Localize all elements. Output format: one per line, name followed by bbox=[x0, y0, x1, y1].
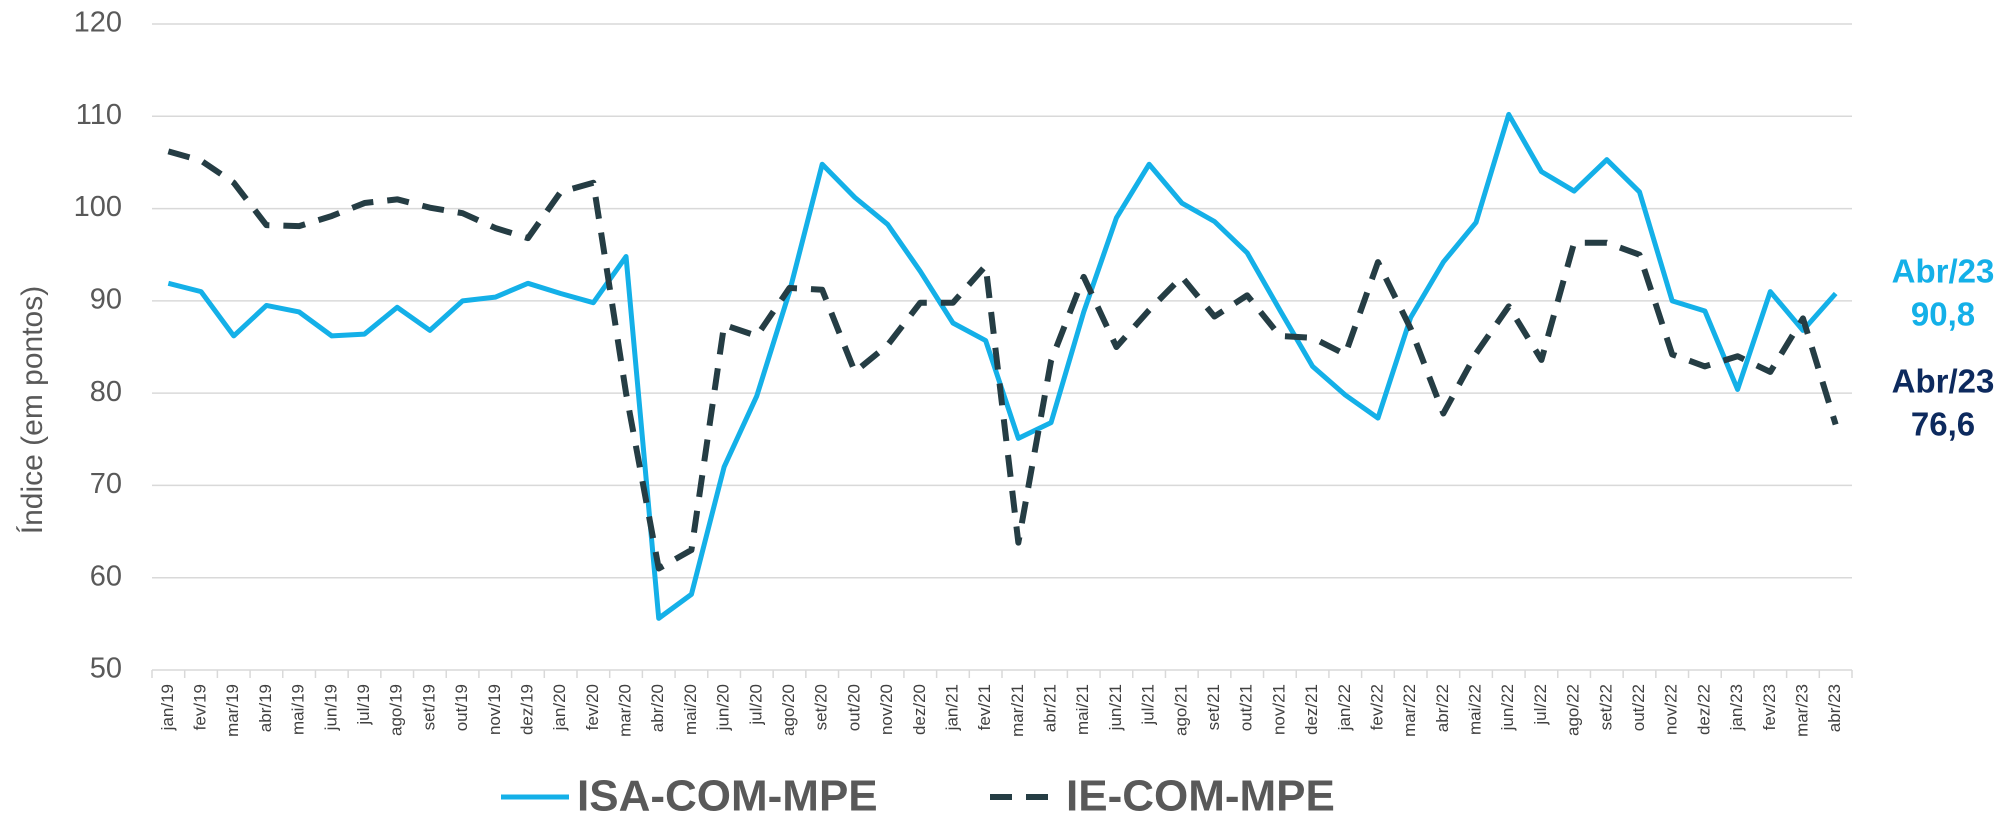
x-tick-label: mai/21 bbox=[1073, 684, 1092, 735]
x-tick-label: ago/20 bbox=[779, 684, 798, 736]
x-tick-label: jul/20 bbox=[746, 684, 765, 726]
x-tick-label: jun/22 bbox=[1498, 684, 1517, 731]
x-tick-label: jan/23 bbox=[1727, 684, 1746, 731]
legend-label: ISA-COM-MPE bbox=[577, 772, 878, 817]
legend-label: IE-COM-MPE bbox=[1066, 772, 1335, 817]
x-tick-label: jan/22 bbox=[1335, 684, 1354, 731]
x-tick-label: fev/21 bbox=[975, 684, 994, 730]
x-tick-label: nov/20 bbox=[877, 684, 896, 735]
x-tick-label: mar/20 bbox=[616, 684, 635, 737]
series-line bbox=[167, 111, 1838, 621]
x-tick-label: ago/19 bbox=[387, 684, 406, 736]
x-tick-label: ago/22 bbox=[1564, 684, 1583, 736]
x-tick-label: abr/19 bbox=[256, 684, 275, 732]
x-tick-label: out/21 bbox=[1237, 684, 1256, 731]
x-tick-label: mar/21 bbox=[1008, 684, 1027, 737]
x-tick-label: mai/19 bbox=[289, 684, 308, 735]
x-tick-label: dez/21 bbox=[1302, 684, 1321, 735]
x-tick-label: mai/20 bbox=[681, 684, 700, 735]
x-tick-label: fev/23 bbox=[1760, 684, 1779, 730]
x-tick-label: mar/23 bbox=[1792, 684, 1811, 737]
end-label-period: Abr/23 bbox=[1892, 363, 1995, 400]
x-tick-label: dez/19 bbox=[517, 684, 536, 735]
x-tick-label: fev/22 bbox=[1367, 684, 1386, 730]
x-tick-label: mar/19 bbox=[223, 684, 242, 737]
x-tick-label: jun/19 bbox=[321, 684, 340, 731]
x-tick-label: out/20 bbox=[844, 684, 863, 731]
y-tick-label: 50 bbox=[90, 653, 122, 685]
x-tick-label: jul/22 bbox=[1531, 684, 1550, 726]
y-tick-label: 110 bbox=[76, 99, 122, 131]
y-tick-label: 100 bbox=[74, 191, 122, 223]
x-tick-label: nov/21 bbox=[1269, 684, 1288, 735]
x-tick-label: fev/20 bbox=[583, 684, 602, 730]
end-label-value: 76,6 bbox=[1911, 406, 1975, 443]
x-tick-label: jan/21 bbox=[942, 684, 961, 731]
x-tick-label: nov/22 bbox=[1662, 684, 1681, 735]
y-tick-label: 70 bbox=[90, 468, 122, 500]
x-tick-label: ago/21 bbox=[1171, 684, 1190, 736]
x-tick-label: abr/23 bbox=[1825, 684, 1844, 732]
x-tick-label: jan/19 bbox=[158, 684, 177, 731]
x-tick-label: mar/22 bbox=[1400, 684, 1419, 737]
x-tick-label: jul/21 bbox=[1139, 684, 1158, 726]
x-tick-label: nov/19 bbox=[485, 684, 504, 735]
y-axis-label: Índice (em pontos) bbox=[16, 286, 49, 534]
x-tick-label: abr/22 bbox=[1433, 684, 1452, 732]
end-label-value: 90,8 bbox=[1911, 296, 1975, 333]
end-label-period: Abr/23 bbox=[1892, 253, 1995, 290]
y-tick-label: 90 bbox=[90, 284, 122, 316]
x-tick-label: mai/22 bbox=[1466, 684, 1485, 735]
x-tick-label: jun/20 bbox=[714, 684, 733, 731]
x-tick-label: jun/21 bbox=[1106, 684, 1125, 731]
x-tick-label: jul/19 bbox=[354, 684, 373, 726]
series-line bbox=[167, 148, 1839, 572]
x-tick-label: jan/20 bbox=[550, 684, 569, 731]
y-tick-label: 80 bbox=[90, 376, 122, 408]
x-tick-label: set/21 bbox=[1204, 684, 1223, 730]
x-tick-label: out/22 bbox=[1629, 684, 1648, 731]
x-tick-label: abr/20 bbox=[648, 684, 667, 732]
x-tick-label: dez/20 bbox=[910, 684, 929, 735]
x-tick-label: dez/22 bbox=[1694, 684, 1713, 735]
y-tick-label: 60 bbox=[90, 560, 122, 592]
x-tick-label: set/19 bbox=[419, 684, 438, 730]
x-tick-label: set/20 bbox=[812, 684, 831, 730]
x-tick-label: out/19 bbox=[452, 684, 471, 731]
x-tick-label: fev/19 bbox=[191, 684, 210, 730]
x-tick-label: set/22 bbox=[1596, 684, 1615, 730]
y-tick-label: 120 bbox=[74, 7, 122, 39]
x-tick-label: abr/21 bbox=[1041, 684, 1060, 732]
